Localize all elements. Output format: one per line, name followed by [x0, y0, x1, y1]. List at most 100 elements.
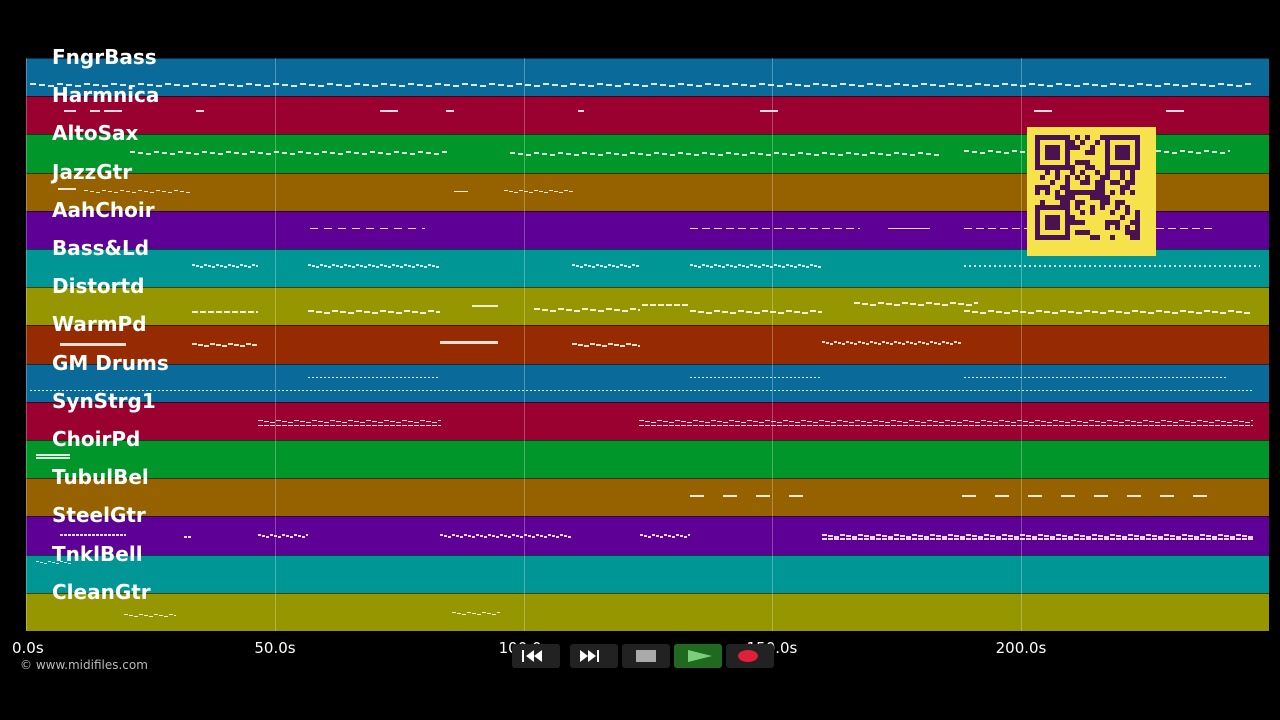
- note-mark: [1074, 265, 1076, 267]
- qr-module: [1120, 200, 1125, 205]
- note-mark: [1056, 83, 1062, 85]
- note-mark: [1116, 538, 1121, 540]
- note-mark: [758, 153, 763, 155]
- note-mark: [270, 389, 272, 392]
- note-mark: [1100, 312, 1106, 314]
- note-mark: [614, 153, 619, 155]
- note-mark: [1189, 265, 1191, 267]
- record-button[interactable]: [726, 644, 774, 668]
- note-mark: [309, 84, 315, 86]
- note-mark: [730, 265, 733, 267]
- note-mark: [858, 534, 863, 536]
- note-mark: [376, 376, 378, 379]
- qr-module: [1065, 185, 1070, 190]
- qr-module: [1050, 145, 1055, 150]
- note-mark: [789, 420, 794, 423]
- note-mark: [903, 84, 909, 86]
- note-mark: [36, 454, 70, 456]
- note-mark: [921, 83, 927, 85]
- note-mark: [36, 560, 39, 563]
- track-lane[interactable]: [26, 478, 1269, 517]
- track-lane[interactable]: [26, 516, 1269, 555]
- note-mark: [162, 152, 167, 154]
- note-mark: [794, 389, 796, 392]
- note-mark: [1158, 389, 1160, 392]
- track-lane[interactable]: [26, 440, 1269, 479]
- note-mark: [1149, 424, 1154, 427]
- note-mark: [1034, 110, 1052, 112]
- note-mark: [1047, 421, 1052, 424]
- note-mark: [156, 189, 160, 192]
- track-lane[interactable]: [26, 592, 1269, 631]
- note-mark: [750, 227, 758, 230]
- note-mark: [324, 227, 332, 230]
- note-mark: [1192, 227, 1200, 230]
- note-mark: [146, 389, 148, 392]
- note-mark: [1006, 389, 1008, 392]
- note-mark: [1164, 265, 1166, 267]
- note-mark: [402, 389, 404, 392]
- note-mark: [750, 264, 753, 266]
- note-mark: [264, 420, 269, 423]
- qr-module: [1130, 230, 1135, 235]
- qr-module: [1050, 220, 1055, 225]
- note-mark: [252, 264, 255, 266]
- stop-icon: [636, 650, 656, 662]
- note-mark: [338, 227, 346, 230]
- note-mark: [747, 419, 752, 422]
- note-mark: [1039, 265, 1041, 267]
- note-mark: [255, 84, 261, 86]
- note-mark: [506, 389, 508, 392]
- note-mark: [1125, 424, 1130, 427]
- note-mark: [918, 389, 920, 392]
- stop-button[interactable]: [622, 644, 670, 668]
- note-mark: [818, 266, 821, 268]
- note-mark: [572, 264, 575, 266]
- note-mark: [1160, 376, 1162, 379]
- note-mark: [1188, 151, 1193, 153]
- note-mark: [278, 536, 281, 538]
- rewind-button[interactable]: [512, 644, 560, 668]
- note-mark: [850, 389, 852, 392]
- note-mark: [256, 265, 258, 267]
- note-mark: [542, 389, 544, 392]
- note-mark: [438, 424, 441, 427]
- note-mark: [104, 110, 122, 112]
- qr-module: [1045, 165, 1050, 170]
- track-lane[interactable]: [26, 325, 1269, 364]
- note-mark: [192, 311, 198, 313]
- track-lane[interactable]: [26, 58, 1269, 97]
- note-mark: [798, 227, 806, 230]
- note-mark: [998, 389, 1000, 392]
- fast-forward-button[interactable]: [570, 644, 618, 668]
- note-mark: [396, 312, 402, 314]
- note-mark: [1002, 389, 1004, 392]
- note-mark: [864, 538, 869, 540]
- note-mark: [840, 534, 845, 536]
- note-mark: [276, 419, 281, 422]
- track-lane[interactable]: [26, 363, 1269, 402]
- note-mark: [1179, 424, 1184, 427]
- note-mark: [624, 265, 627, 267]
- qr-module: [1120, 215, 1125, 220]
- note-mark: [300, 420, 305, 423]
- note-mark: [746, 389, 748, 392]
- qr-module: [1090, 195, 1095, 200]
- note-mark: [802, 389, 804, 392]
- note-mark: [657, 419, 662, 422]
- note-mark: [750, 389, 752, 392]
- note-mark: [558, 308, 564, 310]
- note-mark: [1180, 310, 1186, 312]
- track-lane[interactable]: [26, 554, 1269, 593]
- note-mark: [130, 389, 132, 392]
- note-mark: [417, 84, 423, 86]
- note-mark: [316, 376, 318, 379]
- note-mark: [345, 85, 351, 87]
- play-button[interactable]: [674, 644, 722, 668]
- note-mark: [90, 110, 100, 112]
- qr-module: [1075, 230, 1080, 235]
- track-lane[interactable]: [26, 287, 1269, 326]
- note-mark: [348, 312, 354, 314]
- note-mark: [766, 265, 769, 267]
- note-mark: [492, 613, 496, 616]
